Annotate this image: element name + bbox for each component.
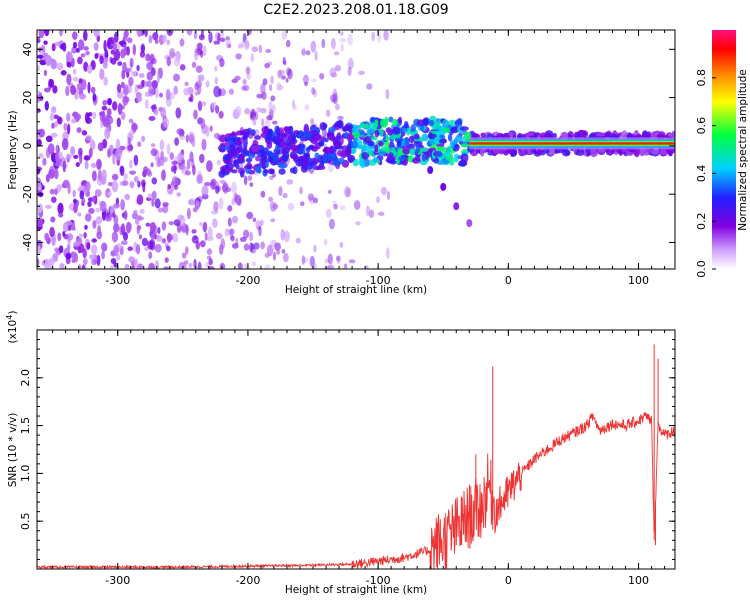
spectrogram-y-tick-label: -20 xyxy=(21,185,34,203)
spectrogram-y-tick-label: -40 xyxy=(21,233,34,251)
snr-y-tick-label: 0.5 xyxy=(19,512,32,530)
snr-x-tick-label: -300 xyxy=(105,574,130,587)
snr-series xyxy=(37,344,675,569)
snr-x-tick-label: -100 xyxy=(366,574,391,587)
doppler-tail-point xyxy=(427,166,434,175)
snr-axes: -300 -200 -100 0 100 0.5 1.0 1.5 2.0 xyxy=(19,330,675,587)
colorbar-tick-label: 0.0 xyxy=(695,260,708,278)
doppler-tail-point xyxy=(453,202,460,211)
spectrogram-x-tick-label: 0 xyxy=(505,274,512,287)
snr-y-label: SNR (10 * v/v) xyxy=(7,413,19,488)
spectrogram-x-tick-label: -300 xyxy=(105,274,130,287)
colorbar-tick-label: 0.4 xyxy=(695,165,708,183)
snr-panel: -300 -200 -100 0 100 0.5 1.0 1.5 2.0 Height of s… xyxy=(5,311,676,596)
spectrogram-heatmap xyxy=(37,30,675,269)
colorbar-tick-label: 0.8 xyxy=(695,69,708,87)
spectrogram-x-tick-label: -100 xyxy=(366,274,391,287)
snr-x-tick-label: -200 xyxy=(235,574,260,587)
snr-y-tick-label: 1.0 xyxy=(19,465,32,483)
spectrogram-y-tick-label: 0 xyxy=(21,142,34,149)
doppler-tail-point xyxy=(466,219,473,228)
snr-x-tick-label: 0 xyxy=(505,574,512,587)
spectrogram-frame xyxy=(36,29,676,270)
noise-speckle xyxy=(37,30,391,269)
snr-y-tick-label: 1.5 xyxy=(19,417,32,435)
spectrogram-x-label: Height of straight line (km) xyxy=(285,284,427,296)
colorbar-tick-label: 0.6 xyxy=(695,117,708,135)
colorbar: 0.0 0.2 0.4 0.6 0.8 Normalized spectral ampl… xyxy=(695,30,749,278)
spectrogram-y-tick-label: 20 xyxy=(21,91,34,105)
snr-y-tick-label: 2.0 xyxy=(19,369,32,387)
colorbar-gradient xyxy=(712,30,736,269)
snr-multiplier: (x104) xyxy=(5,311,19,344)
snr-x-label: Height of straight line (km) xyxy=(285,584,427,596)
colorbar-ticks: 0.0 0.2 0.4 0.6 0.8 xyxy=(695,69,716,278)
spectrogram-y-label: Frequency (Hz) xyxy=(7,110,19,189)
spectrogram-y-tick-label: 40 xyxy=(21,42,34,56)
colorbar-tick-label: 0.2 xyxy=(695,212,708,230)
spectrogram-x-tick-label: 100 xyxy=(628,274,649,287)
snr-line xyxy=(37,412,675,569)
snr-x-tick-label: 100 xyxy=(628,574,649,587)
spectrogram-x-tick-label: -200 xyxy=(235,274,260,287)
figure-title: C2E2.2023.208.01.18.G09 xyxy=(263,2,448,18)
strong-line-core xyxy=(469,142,675,145)
snr-frame xyxy=(36,329,676,570)
doppler-tail-point xyxy=(440,182,447,191)
colorbar-label: Normalized spectral amplitude xyxy=(737,69,749,230)
